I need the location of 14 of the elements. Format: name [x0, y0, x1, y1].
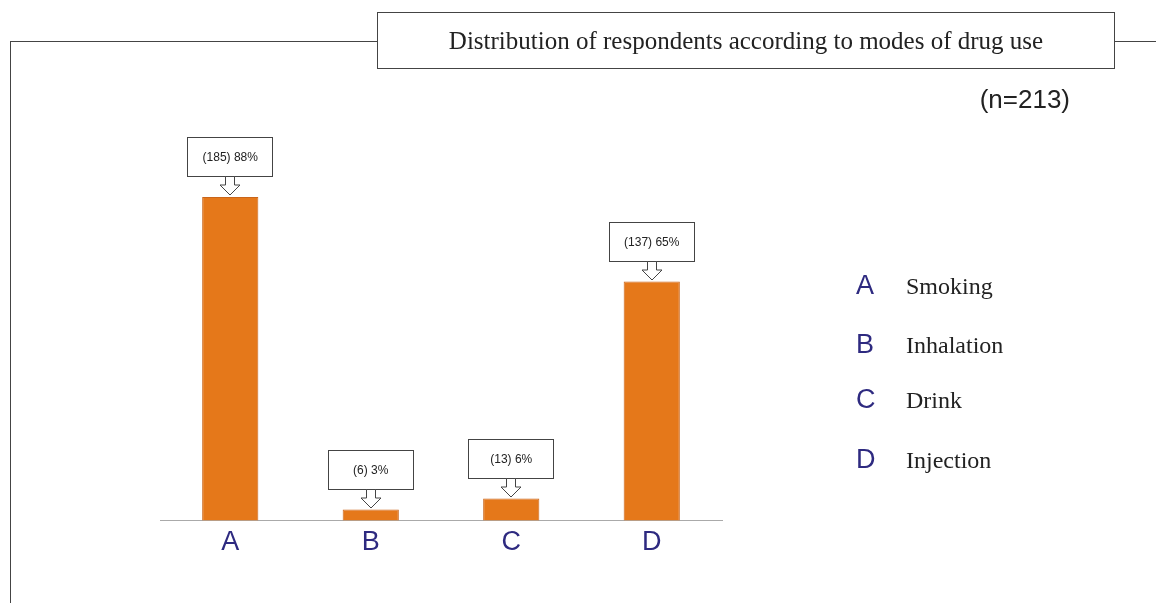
x-tick-label: B	[361, 526, 380, 557]
callout-box: (185) 88%	[187, 137, 274, 177]
x-tick-label: D	[642, 526, 662, 557]
callout-box: (6) 3%	[327, 449, 414, 490]
text: B Inhalation	[856, 329, 1004, 360]
callout-box: (13) 6%	[468, 438, 555, 479]
x-tick-label: A	[221, 526, 240, 557]
chart-title: Distribution of respondents according to modes of drug use	[377, 12, 1115, 69]
text: D Injection	[856, 444, 992, 475]
text: (n=213)	[979, 84, 1070, 115]
x-tick-label: C	[501, 526, 521, 557]
callout-box: (137) 65%	[608, 221, 695, 262]
text: C Drink	[856, 384, 962, 415]
text: A Smoking	[856, 270, 993, 301]
